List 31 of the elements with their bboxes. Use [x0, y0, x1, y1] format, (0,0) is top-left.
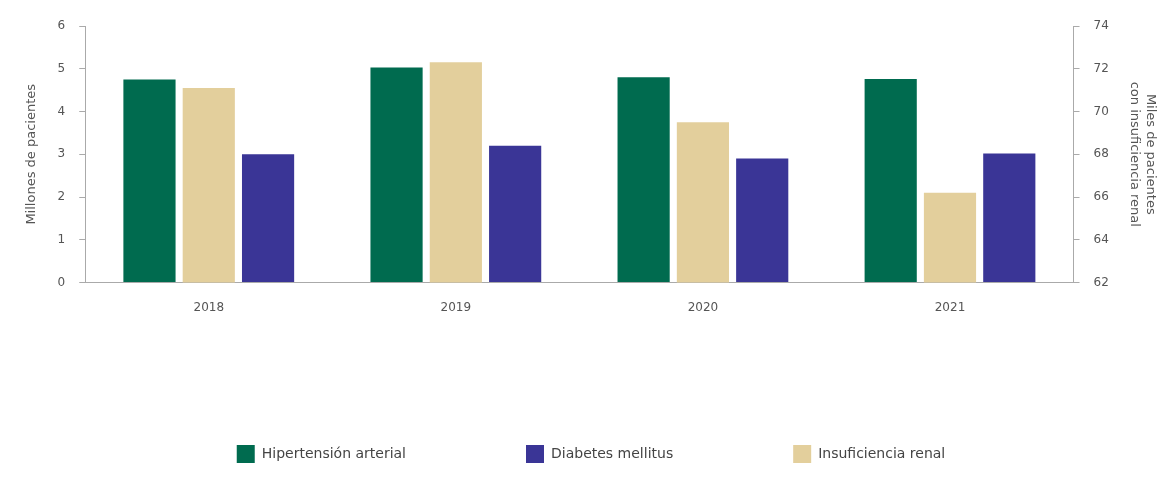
- legend-label: Diabetes mellitus: [551, 444, 674, 461]
- bar: [983, 153, 1036, 283]
- y2-axis-title: Miles de pacientes con insuficiencia renal: [1128, 81, 1159, 227]
- y2-tick-label: 66: [1093, 189, 1109, 204]
- x-tick-label: 2021: [934, 299, 966, 314]
- y-axis-title: Millones de pacientes: [23, 83, 39, 225]
- y2-tick-label: 68: [1093, 146, 1109, 161]
- y-tick-label: 3: [57, 146, 66, 161]
- y-tick-label: 1: [57, 231, 66, 246]
- bar: [617, 77, 670, 283]
- y-tick-label: 4: [57, 103, 66, 118]
- bar: [489, 145, 542, 283]
- y-tick-label: 6: [57, 18, 66, 33]
- x-tick-label: 2018: [193, 299, 225, 314]
- x-tick-label: 2020: [687, 299, 719, 314]
- y-tick-label: 5: [57, 60, 66, 75]
- bar: [123, 79, 176, 283]
- bar: [370, 67, 423, 283]
- y2-tick-label: 62: [1093, 274, 1109, 289]
- y2-tick-label: 74: [1093, 18, 1109, 33]
- y-tick-label: 2: [57, 189, 66, 204]
- bar: [736, 158, 789, 283]
- bar: [864, 79, 917, 283]
- legend-label: Hipertensión arterial: [261, 444, 407, 461]
- legend-label: Insuficiencia renal: [818, 444, 946, 461]
- y2-tick-label: 70: [1093, 103, 1109, 118]
- y2-tick-label: 64: [1093, 231, 1109, 246]
- y-tick-label: 0: [57, 274, 66, 289]
- y2-tick-label: 72: [1093, 60, 1109, 75]
- x-tick-label: 2019: [440, 299, 472, 314]
- bar: [241, 154, 295, 283]
